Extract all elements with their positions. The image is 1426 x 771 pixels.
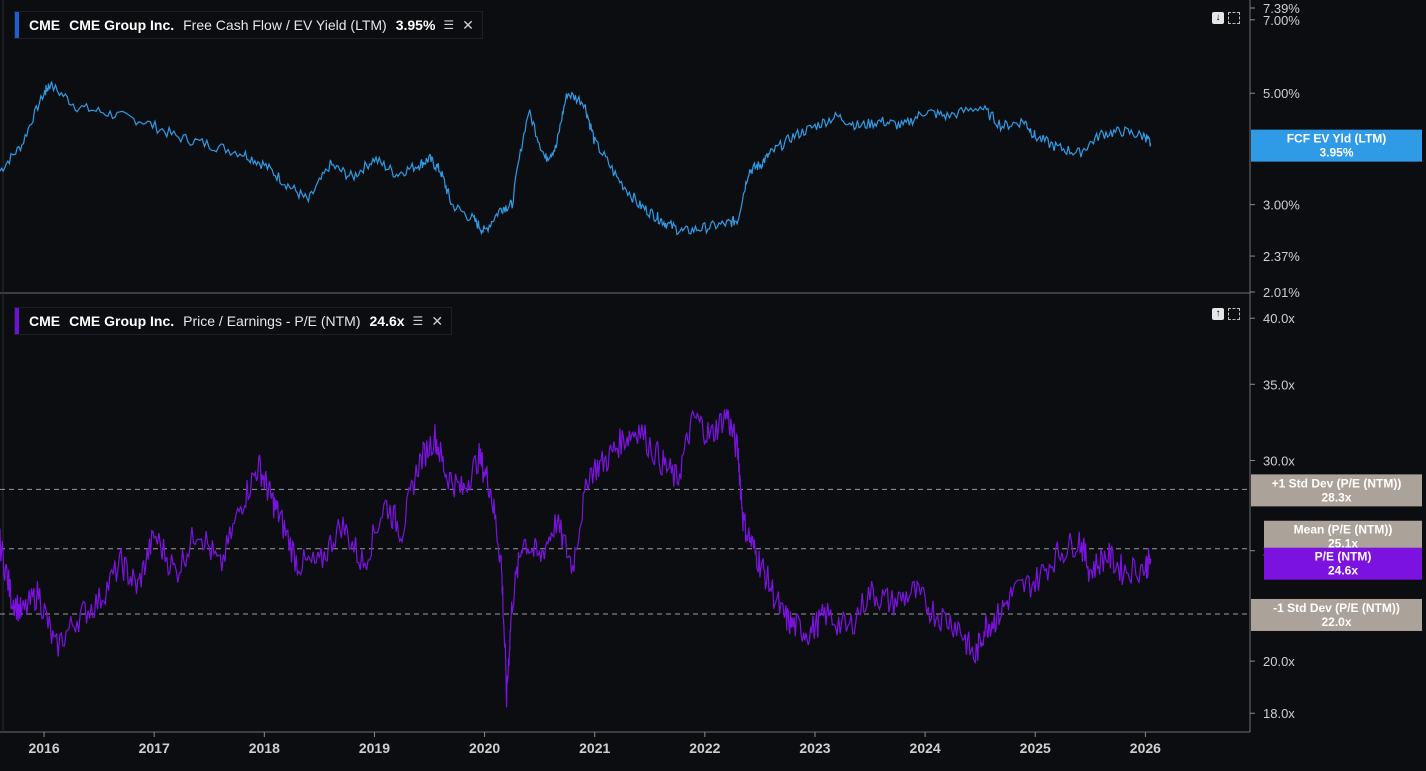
y-tick-label: 3.00% — [1263, 198, 1300, 213]
expand-icon[interactable] — [1228, 12, 1240, 24]
y-tick-label: 40.0x — [1263, 311, 1295, 326]
reference-label-value: 28.3x — [1321, 490, 1351, 504]
close-icon[interactable]: ✕ — [462, 16, 474, 33]
x-tick-label: 2025 — [1020, 740, 1051, 756]
panel-controls: ↑ — [1212, 308, 1240, 320]
x-tick-label: 2022 — [689, 740, 720, 756]
expand-icon[interactable] — [1228, 308, 1240, 320]
end-value-label: 3.95% — [1319, 146, 1353, 160]
x-tick-label: 2021 — [579, 740, 610, 756]
end-value-label: 24.6x — [1328, 564, 1358, 578]
y-tick-label: 7.39% — [1263, 1, 1300, 16]
reference-label-name: +1 Std Dev (P/E (NTM)) — [1272, 476, 1402, 490]
x-tick-label: 2020 — [469, 740, 500, 756]
x-tick-label: 2023 — [799, 740, 830, 756]
reference-label-value: 25.1x — [1328, 537, 1358, 551]
y-tick-label: 5.00% — [1263, 86, 1300, 101]
legend-metric: Free Cash Flow / EV Yield (LTM) — [183, 17, 387, 33]
series-color-marker — [15, 12, 19, 38]
y-tick-label: 7.00% — [1263, 13, 1300, 28]
end-value-name: FCF EV Yld (LTM) — [1287, 132, 1387, 146]
x-tick-label: 2017 — [139, 740, 170, 756]
x-tick-label: 2016 — [28, 740, 59, 756]
legend-ticker: CME — [29, 313, 61, 329]
legend-value: 3.95% — [395, 17, 436, 33]
x-tick-label: 2019 — [359, 740, 390, 756]
y-tick-label: 20.0x — [1263, 654, 1295, 669]
y-tick-label: 30.0x — [1263, 454, 1295, 469]
x-tick-label: 2026 — [1130, 740, 1161, 756]
series-line — [0, 81, 1152, 236]
legend-ticker: CME — [29, 17, 61, 33]
y-tick-label: 35.0x — [1263, 377, 1295, 392]
series-color-marker — [15, 308, 19, 334]
legend-company: CME Group Inc. — [69, 313, 175, 329]
x-tick-label: 2024 — [910, 740, 941, 756]
end-value-name: P/E (NTM) — [1315, 550, 1372, 564]
reference-label-box — [1251, 474, 1422, 507]
legend-value: 24.6x — [369, 313, 405, 329]
upload-icon[interactable]: ↑ — [1212, 308, 1224, 320]
legend-fcf-ev-yield: CME CME Group Inc. Free Cash Flow / EV Y… — [14, 11, 483, 39]
reference-label-value: 22.0x — [1321, 615, 1351, 629]
legend-company: CME Group Inc. — [69, 17, 175, 33]
layers-icon[interactable]: ☰ — [412, 314, 424, 328]
y-tick-label: 18.0x — [1263, 706, 1295, 721]
end-value-box — [1264, 547, 1422, 580]
reference-label-name: Mean (P/E (NTM)) — [1294, 523, 1393, 537]
series-line — [0, 409, 1152, 708]
panel-controls: ↓ — [1212, 12, 1240, 24]
x-tick-label: 2018 — [249, 740, 280, 756]
close-icon[interactable]: ✕ — [431, 312, 444, 329]
y-tick-label: 2.37% — [1263, 249, 1300, 264]
reference-label-box — [1264, 520, 1422, 553]
legend-metric: Price / Earnings - P/E (NTM) — [183, 313, 361, 329]
layers-icon[interactable]: ☰ — [443, 18, 455, 32]
end-value-box — [1251, 129, 1422, 162]
y-tick-label: 2.01% — [1263, 285, 1300, 300]
reference-label-box — [1251, 598, 1422, 631]
legend-pe-ntm: CME CME Group Inc. Price / Earnings - P/… — [14, 307, 453, 335]
download-icon[interactable]: ↓ — [1212, 12, 1224, 24]
reference-label-name: -1 Std Dev (P/E (NTM)) — [1273, 601, 1400, 615]
